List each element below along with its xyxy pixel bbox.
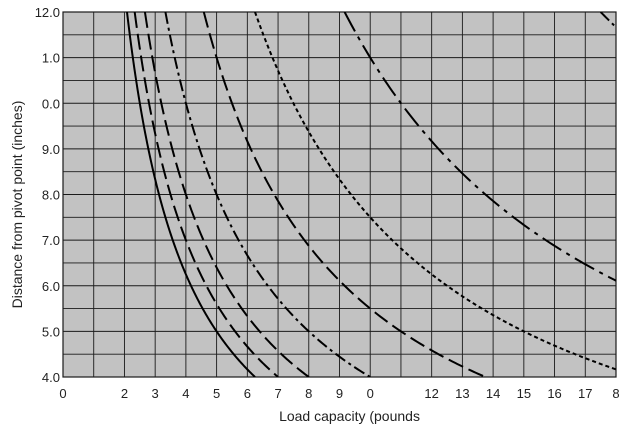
x-tick-label: 6	[244, 386, 251, 401]
x-tick-label: 8	[305, 386, 312, 401]
x-tick-label: 15	[517, 386, 531, 401]
x-tick-label: 5	[213, 386, 220, 401]
x-tick-label: 4	[182, 386, 189, 401]
series-line-4	[164, 12, 371, 377]
x-tick-label: 9	[336, 386, 343, 401]
y-tick-label: 5.0	[42, 324, 60, 339]
x-tick-label: 12	[424, 386, 438, 401]
x-tick-label: 17	[578, 386, 592, 401]
x-tick-label: 16	[547, 386, 561, 401]
series-line-5	[202, 12, 486, 377]
y-tick-label: 12.0	[35, 5, 60, 20]
series-line-3	[143, 12, 310, 377]
y-tick-label: 9.0	[42, 142, 60, 157]
y-tick-label: 4.0	[42, 370, 60, 385]
x-tick-label: 8	[612, 386, 619, 401]
x-tick-label: 0	[367, 386, 374, 401]
x-tick-label: 3	[152, 386, 159, 401]
y-tick-labels: 4.0 5.0 6.0 7.0 8.0 9.0 0.0 1.0 12.0	[35, 5, 60, 385]
x-tick-label: 14	[486, 386, 500, 401]
series-line-2	[133, 12, 279, 377]
y-tick-label: 0.0	[42, 96, 60, 111]
series-layer	[126, 12, 616, 377]
x-tick-label: 13	[455, 386, 469, 401]
x-tick-label: 0	[59, 386, 66, 401]
y-tick-label: 6.0	[42, 279, 60, 294]
series-line-1	[126, 12, 256, 377]
x-tick-label: 7	[274, 386, 281, 401]
x-tick-labels: 0 2 3 4 5 6 7 8 9 0 12 13 14 15 16 17 8	[59, 386, 619, 401]
series-line-6	[254, 12, 616, 371]
y-tick-label: 8.0	[42, 188, 60, 203]
x-axis-title: Load capacity (pounds	[279, 408, 420, 424]
y-tick-label: 7.0	[42, 233, 60, 248]
y-tick-label: 1.0	[42, 51, 60, 66]
y-axis-title: Distance from pivot point (inches)	[9, 101, 25, 309]
x-tick-label: 2	[121, 386, 128, 401]
series-line-7	[343, 12, 616, 282]
series-line-8	[599, 12, 616, 28]
grid	[63, 12, 616, 377]
